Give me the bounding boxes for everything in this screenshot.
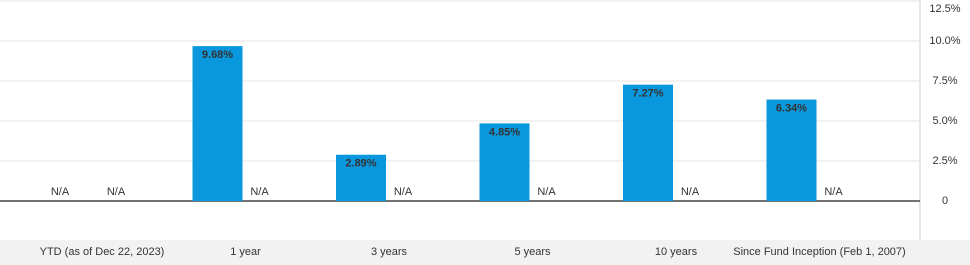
na-label: N/A xyxy=(394,186,413,198)
y-tick-label: 2.5% xyxy=(932,155,957,167)
y-tick-label: 5.0% xyxy=(932,115,957,127)
bar xyxy=(623,84,673,201)
value-label: 4.85% xyxy=(489,126,520,138)
na-label: N/A xyxy=(107,186,126,198)
na-label: N/A xyxy=(824,186,843,198)
bar xyxy=(766,99,817,201)
y-tick-label: 10.0% xyxy=(929,35,960,47)
value-label: 9.68% xyxy=(202,49,233,61)
y-tick-label: 7.5% xyxy=(932,75,957,87)
x-tick-label: YTD (as of Dec 22, 2023) xyxy=(40,246,165,258)
value-label: 6.34% xyxy=(776,102,807,114)
x-tick-label: 3 years xyxy=(371,246,408,258)
x-tick-label: 5 years xyxy=(514,246,551,258)
na-label: N/A xyxy=(250,186,269,198)
y-tick-label: 0 xyxy=(942,195,948,207)
na-label: N/A xyxy=(51,186,70,198)
na-label: N/A xyxy=(681,186,700,198)
value-label: 2.89% xyxy=(345,158,376,170)
x-tick-label: 10 years xyxy=(655,246,698,258)
x-tick-label: 1 year xyxy=(230,246,261,258)
value-label: 7.27% xyxy=(632,88,663,100)
category-band xyxy=(0,240,970,265)
y-tick-label: 12.5% xyxy=(929,3,960,15)
bar xyxy=(336,154,386,201)
na-label: N/A xyxy=(537,186,556,198)
bar xyxy=(192,46,243,202)
x-tick-label: Since Fund Inception (Feb 1, 2007) xyxy=(733,246,905,258)
bar xyxy=(479,123,530,201)
